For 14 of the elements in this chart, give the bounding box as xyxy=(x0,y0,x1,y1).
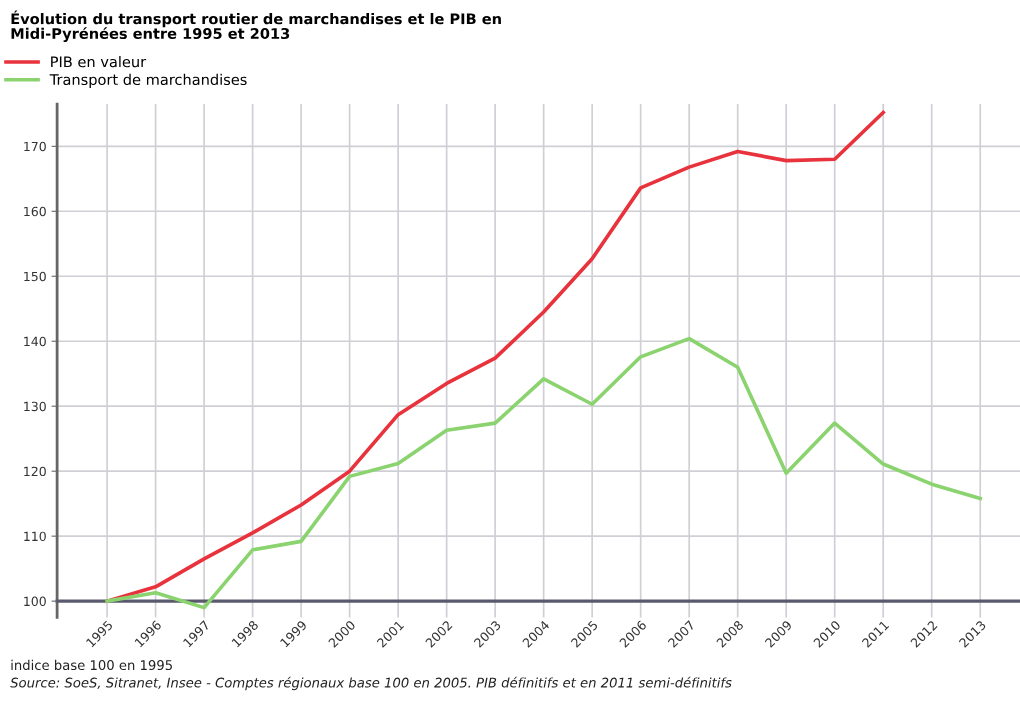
legend-label: PIB en valeur xyxy=(51,56,147,68)
y-tick-label: 170 xyxy=(24,141,46,152)
chart-title: Évolution du transport routier de marchandises et le PIB en Midi-Pyrénées entre 1995 et 2013 xyxy=(11,10,501,42)
source-note: Source: SoeS, Sitranet, Insee - Comptes régionaux base 100 en 2005. PIB définitifs et en 2011 semi-définitifs xyxy=(10,676,732,691)
line-series xyxy=(105,336,983,610)
y-tick-label: 160 xyxy=(24,206,46,217)
y-tick-label: 120 xyxy=(24,466,46,477)
legend-label: Transport de marchandises xyxy=(49,73,247,88)
y-tick-label: 100 xyxy=(24,596,46,607)
y-tick-label: 140 xyxy=(24,336,46,347)
y-tick-label: 130 xyxy=(24,401,46,412)
y-tick-label: 150 xyxy=(24,271,46,282)
text: indice base 100 en 1995 xyxy=(11,659,172,671)
y-tick-label: 110 xyxy=(24,531,46,542)
